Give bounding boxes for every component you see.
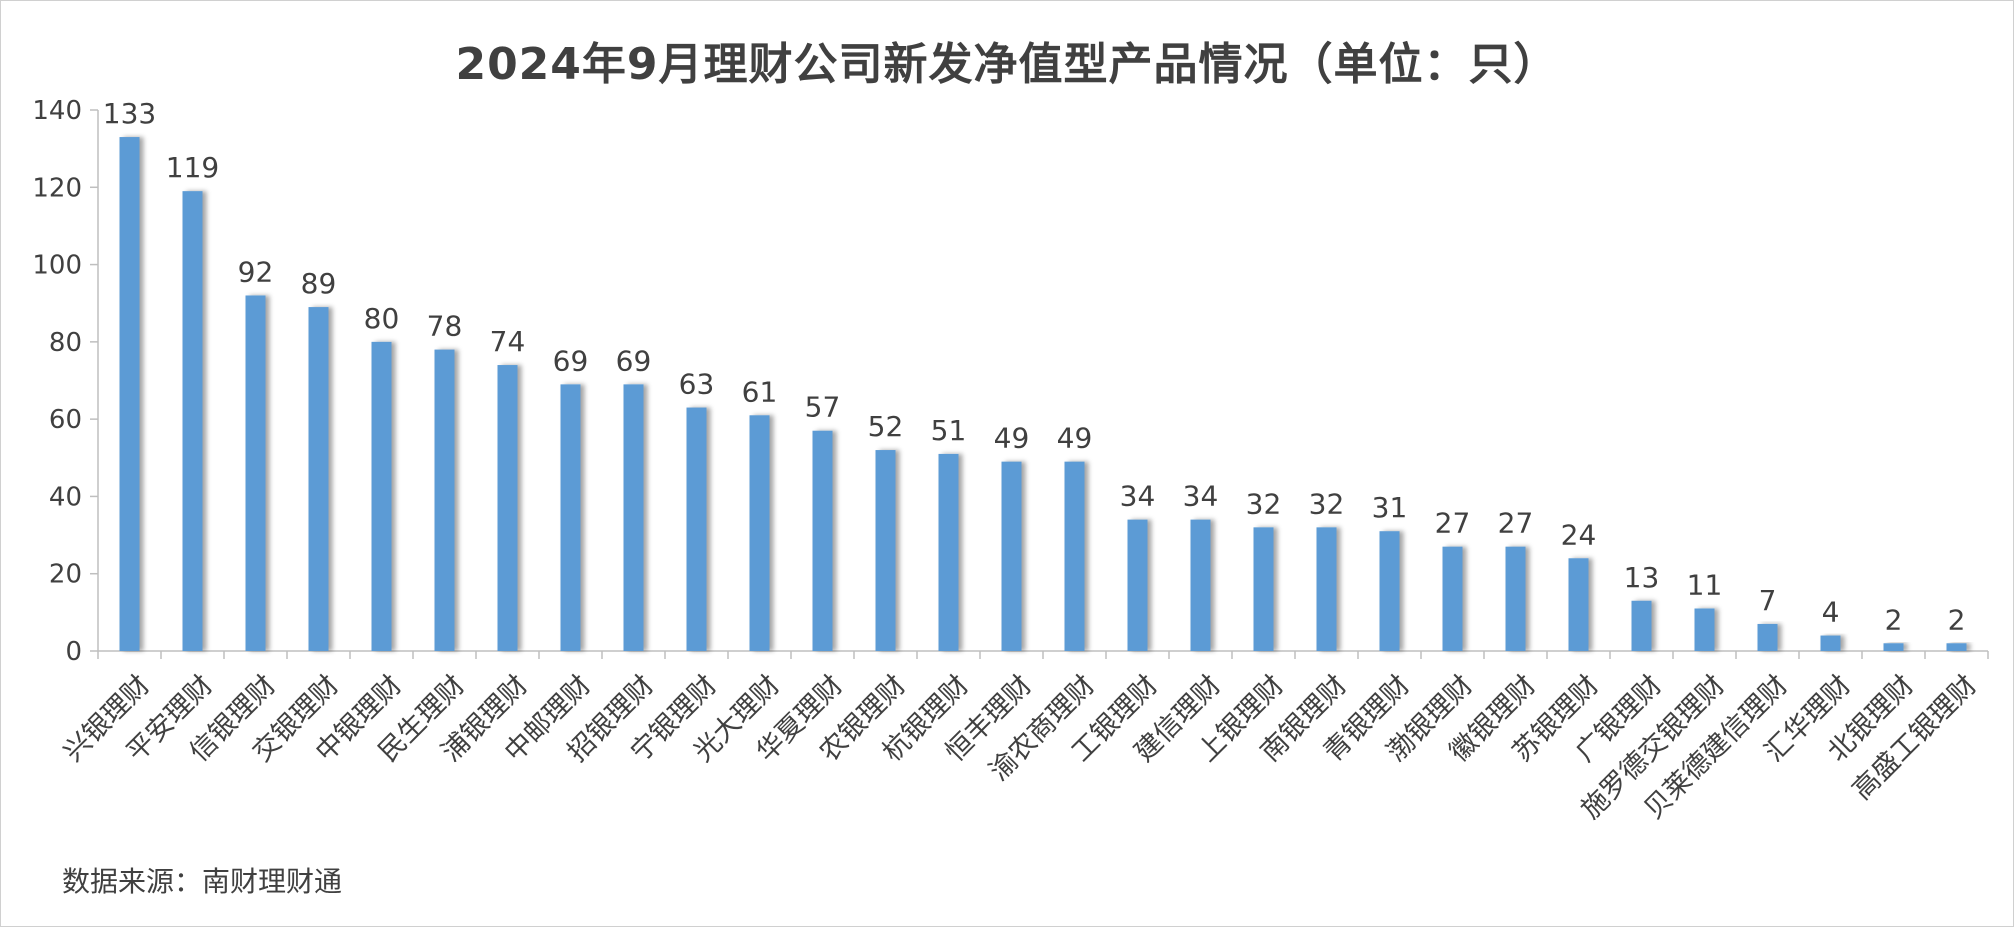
data-label: 24 (1561, 518, 1597, 551)
chart-title: 2024年9月理财公司新发净值型产品情况（单位：只） (455, 39, 1559, 90)
y-tick-label: 40 (49, 482, 82, 512)
bar (1883, 643, 1904, 651)
bar (749, 415, 770, 651)
bar (1568, 558, 1589, 651)
data-label: 2 (1948, 603, 1966, 636)
y-tick-label: 0 (65, 637, 82, 667)
data-label: 34 (1120, 480, 1156, 513)
data-label: 2 (1885, 603, 1903, 636)
data-label: 80 (364, 302, 400, 335)
bar (1001, 461, 1022, 651)
bar (1505, 546, 1526, 651)
bar (1442, 546, 1463, 651)
bar (371, 341, 392, 651)
y-tick-label: 20 (49, 560, 82, 590)
data-label: 52 (868, 410, 904, 443)
bar (1064, 461, 1085, 651)
data-label: 49 (994, 422, 1030, 455)
bar (245, 295, 266, 651)
bar (938, 453, 959, 651)
source-note: 数据来源：南财理财通 (62, 865, 343, 898)
y-tick-label: 100 (32, 251, 82, 281)
bar (119, 137, 140, 652)
bar (1757, 623, 1778, 651)
data-label: 69 (616, 344, 652, 377)
y-tick-label: 80 (49, 328, 82, 358)
data-label: 61 (742, 375, 778, 408)
bar (1946, 643, 1967, 651)
bar (875, 450, 896, 651)
data-label: 27 (1435, 507, 1471, 540)
data-label: 49 (1057, 422, 1093, 455)
bar (1253, 527, 1274, 651)
data-label: 27 (1498, 507, 1534, 540)
bar (812, 430, 833, 651)
data-label: 133 (103, 97, 156, 130)
bar (560, 384, 581, 651)
bar (1127, 519, 1148, 651)
data-label: 51 (931, 414, 967, 447)
data-label: 92 (238, 255, 274, 288)
data-label: 13 (1624, 561, 1660, 594)
data-label: 7 (1759, 584, 1777, 617)
data-label: 119 (166, 151, 219, 184)
bar (686, 407, 707, 651)
bar (182, 191, 203, 651)
bar (1820, 635, 1841, 651)
bar (1631, 600, 1652, 651)
y-tick-label: 60 (49, 405, 82, 435)
y-tick-label: 120 (32, 173, 82, 203)
data-label: 32 (1246, 487, 1282, 520)
y-tick-label: 140 (32, 96, 82, 126)
bar (1316, 527, 1337, 651)
data-label: 11 (1687, 568, 1723, 601)
data-label: 69 (553, 344, 589, 377)
data-label: 78 (427, 310, 463, 343)
bar (1190, 519, 1211, 651)
data-label: 89 (301, 267, 337, 300)
data-label: 63 (679, 368, 715, 401)
bar (308, 307, 329, 651)
bar (497, 365, 518, 651)
data-label: 31 (1372, 491, 1408, 524)
bar (623, 384, 644, 651)
data-label: 32 (1309, 487, 1345, 520)
data-label: 4 (1822, 596, 1840, 629)
data-label: 74 (490, 325, 526, 358)
data-label: 57 (805, 391, 841, 424)
bar (434, 349, 455, 651)
bar (1694, 608, 1715, 651)
bar (1379, 531, 1400, 651)
data-label: 34 (1183, 480, 1219, 513)
